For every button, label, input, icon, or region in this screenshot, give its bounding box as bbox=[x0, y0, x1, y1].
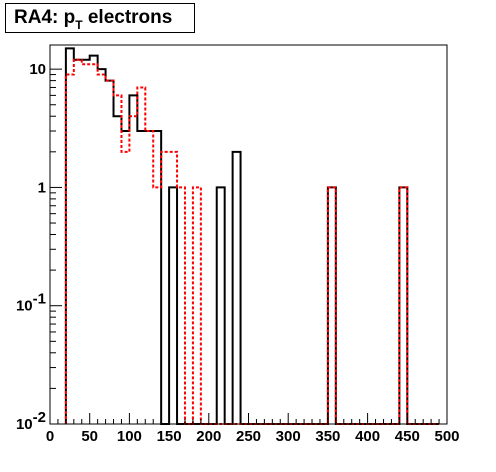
plot-frame bbox=[49, 44, 448, 425]
x-tick-label: 0 bbox=[46, 428, 54, 445]
x-tick-label: 300 bbox=[276, 428, 301, 445]
series-2-line bbox=[64, 58, 440, 425]
y-tick-label: 10-1 bbox=[16, 291, 46, 315]
title-subscript: T bbox=[75, 18, 83, 32]
title-main: RA4: p bbox=[14, 7, 76, 28]
y-tick-label: 10 bbox=[29, 61, 46, 78]
x-tick-label: 200 bbox=[196, 428, 221, 445]
x-tick-label: 150 bbox=[157, 428, 182, 445]
title-rest: electrons bbox=[87, 7, 173, 28]
y-tick-label: 1 bbox=[38, 179, 46, 196]
x-tick-label: 450 bbox=[395, 428, 420, 445]
x-tick-label: 250 bbox=[236, 428, 261, 445]
x-tick-label: 350 bbox=[315, 428, 340, 445]
x-tick-label: 100 bbox=[117, 428, 142, 445]
x-tick-label: 50 bbox=[81, 428, 98, 445]
x-tick-label: 500 bbox=[434, 428, 459, 445]
series-1-line bbox=[64, 47, 440, 425]
chart-title: RA4: pT electrons bbox=[14, 7, 173, 32]
x-tick-label: 400 bbox=[355, 428, 380, 445]
chart-title-box: RA4: pT electrons bbox=[5, 3, 195, 33]
y-tick-label: 10-2 bbox=[16, 409, 46, 433]
